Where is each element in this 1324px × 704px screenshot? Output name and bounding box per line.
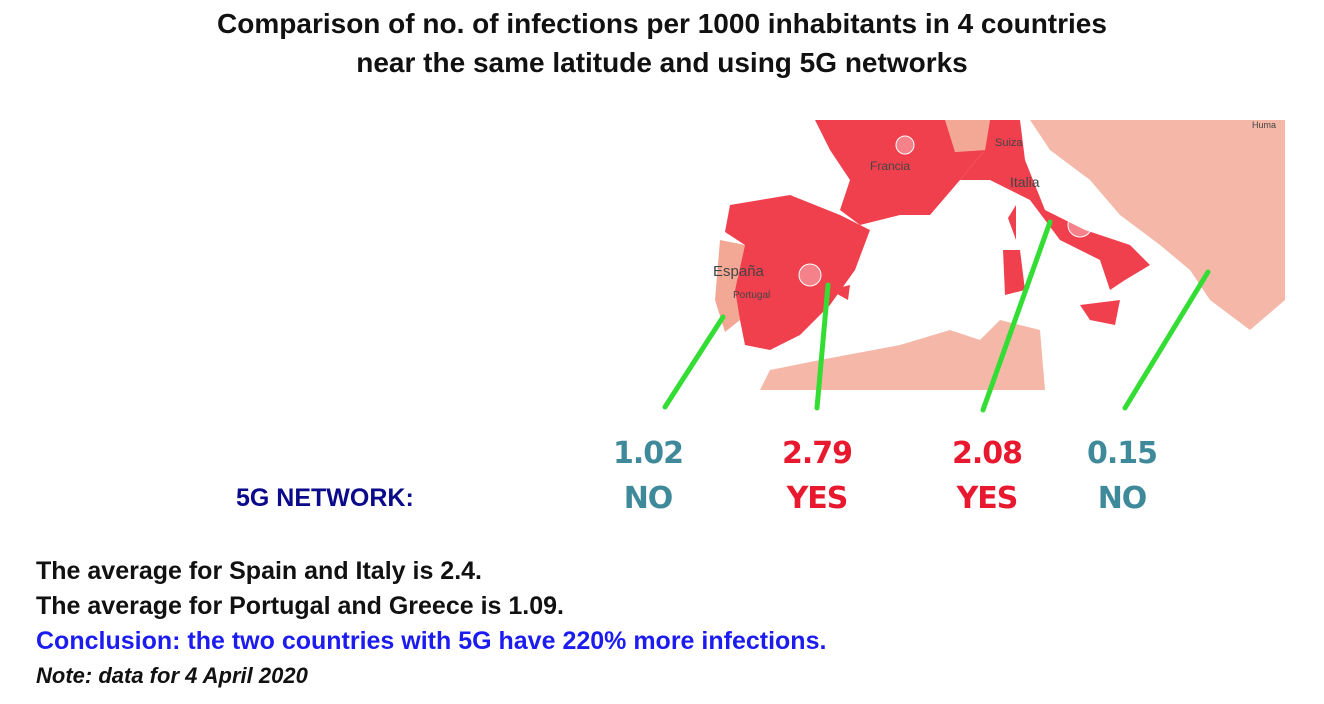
conclusion: Conclusion: the two countries with 5G ha…: [36, 627, 827, 655]
title-line-1: Comparison of no. of infections per 1000…: [217, 8, 1107, 39]
pointer-greece: [1122, 269, 1211, 411]
corsica: [1008, 205, 1016, 240]
balearic: [830, 285, 850, 300]
pointer-lines: [662, 219, 1211, 413]
avg-portugal-greece: The average for Portugal and Greece is 1…: [36, 592, 564, 620]
value-greece: 0.15: [1086, 436, 1158, 471]
label-italia: Italia: [1010, 174, 1040, 190]
label-portugal: Portugal: [733, 290, 770, 301]
sardinia: [1003, 250, 1025, 295]
5g-greece: NO: [1097, 481, 1148, 516]
italy: [960, 120, 1150, 290]
title-line-2: near the same latitude and using 5G netw…: [356, 47, 968, 78]
pointer-italy: [980, 219, 1053, 413]
pointer-spain: [814, 282, 831, 411]
europe-map: Francia Suiza Italia España Portugal Hum…: [662, 120, 1285, 413]
value-italy: 2.08: [951, 436, 1023, 471]
france: [815, 120, 985, 225]
5g-spain: YES: [786, 481, 849, 516]
value-spain: 2.79: [781, 436, 853, 471]
label-suiza: Suiza: [995, 137, 1023, 149]
5g-italy: YES: [956, 481, 1019, 516]
network-label: 5G NETWORK:: [236, 484, 414, 512]
label-francia: Francia: [870, 159, 910, 173]
spain: [725, 195, 870, 350]
north-africa: [760, 320, 1045, 390]
balkans-greece: [1030, 120, 1285, 330]
portugal: [715, 240, 745, 332]
label-espana: España: [713, 263, 765, 280]
red-regions: [725, 120, 1150, 350]
avg-spain-italy: The average for Spain and Italy is 2.4.: [36, 557, 482, 585]
value-portugal: 1.02: [612, 436, 684, 471]
5g-portugal: NO: [623, 481, 674, 516]
title: Comparison of no. of infections per 1000…: [0, 4, 1324, 82]
sicily: [1080, 300, 1120, 325]
note: Note: data for 4 April 2020: [36, 663, 308, 688]
label-huma: Huma: [1252, 120, 1276, 130]
pointer-portugal: [662, 314, 726, 410]
